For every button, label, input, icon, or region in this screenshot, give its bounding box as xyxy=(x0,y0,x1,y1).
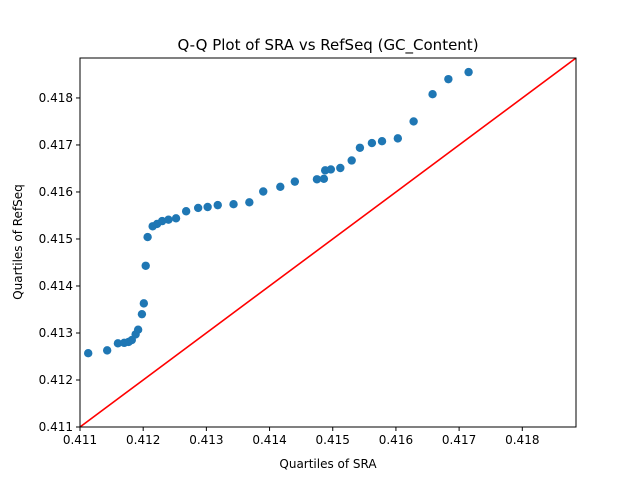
x-tick-label: 0.417 xyxy=(442,433,476,447)
data-point xyxy=(464,67,473,77)
data-point xyxy=(141,261,150,270)
y-tick-label: 0.418 xyxy=(39,91,73,105)
y-tick-label: 0.413 xyxy=(39,326,73,340)
data-point xyxy=(143,232,152,242)
data-point xyxy=(347,156,356,165)
chart-title: Q-Q Plot of SRA vs RefSeq (GC_Content) xyxy=(177,36,478,55)
data-point xyxy=(171,214,181,223)
data-point xyxy=(326,165,336,174)
y-tick-label: 0.417 xyxy=(39,138,73,152)
y-tick-label: 0.414 xyxy=(39,279,73,293)
data-point xyxy=(229,199,238,209)
data-point xyxy=(84,349,93,358)
y-tick-label: 0.416 xyxy=(39,185,73,199)
data-point xyxy=(259,187,268,196)
x-tick-label: 0.411 xyxy=(63,433,97,447)
x-tick-label: 0.418 xyxy=(505,433,539,447)
data-point xyxy=(157,216,167,226)
y-axis-label: Quartiles of RefSeq xyxy=(11,184,25,300)
data-point xyxy=(290,177,300,186)
x-tick-label: 0.415 xyxy=(316,433,350,447)
data-point xyxy=(393,134,403,143)
data-point xyxy=(113,339,123,348)
plot-area xyxy=(80,58,576,427)
x-axis: 0.411 0.412 0.413 0.414 0.415 0.416 0.417 0.418 xyxy=(63,427,539,447)
data-point xyxy=(137,309,147,319)
y-tick-label: 0.411 xyxy=(39,420,73,434)
data-point xyxy=(355,143,365,152)
y-tick-label: 0.412 xyxy=(39,373,73,387)
data-point xyxy=(336,163,345,173)
data-point xyxy=(164,215,173,224)
data-point xyxy=(367,138,377,148)
data-point xyxy=(409,117,418,126)
axes-frame xyxy=(79,57,577,428)
data-point xyxy=(428,89,437,99)
data-point xyxy=(203,202,212,212)
data-point xyxy=(213,200,222,210)
data-point xyxy=(133,325,143,334)
data-point xyxy=(193,203,203,213)
data-point xyxy=(444,74,453,84)
y-axis: 0.411 0.412 0.413 0.414 0.415 0.416 0.417 0.418 xyxy=(39,91,80,434)
data-point xyxy=(276,182,285,191)
data-point xyxy=(319,174,329,184)
y-tick-label: 0.415 xyxy=(39,232,73,246)
data-point xyxy=(377,137,387,146)
data-point xyxy=(245,198,254,207)
x-tick-label: 0.412 xyxy=(126,433,160,447)
data-point xyxy=(312,175,322,184)
reference-line-y-equals-x xyxy=(80,58,576,427)
x-tick-label: 0.416 xyxy=(379,433,413,447)
x-axis-label: Quartiles of SRA xyxy=(279,457,377,471)
x-tick-label: 0.414 xyxy=(252,433,286,447)
x-tick-label: 0.413 xyxy=(189,433,223,447)
data-point xyxy=(139,299,149,308)
data-point xyxy=(102,346,112,355)
data-point xyxy=(181,207,191,216)
